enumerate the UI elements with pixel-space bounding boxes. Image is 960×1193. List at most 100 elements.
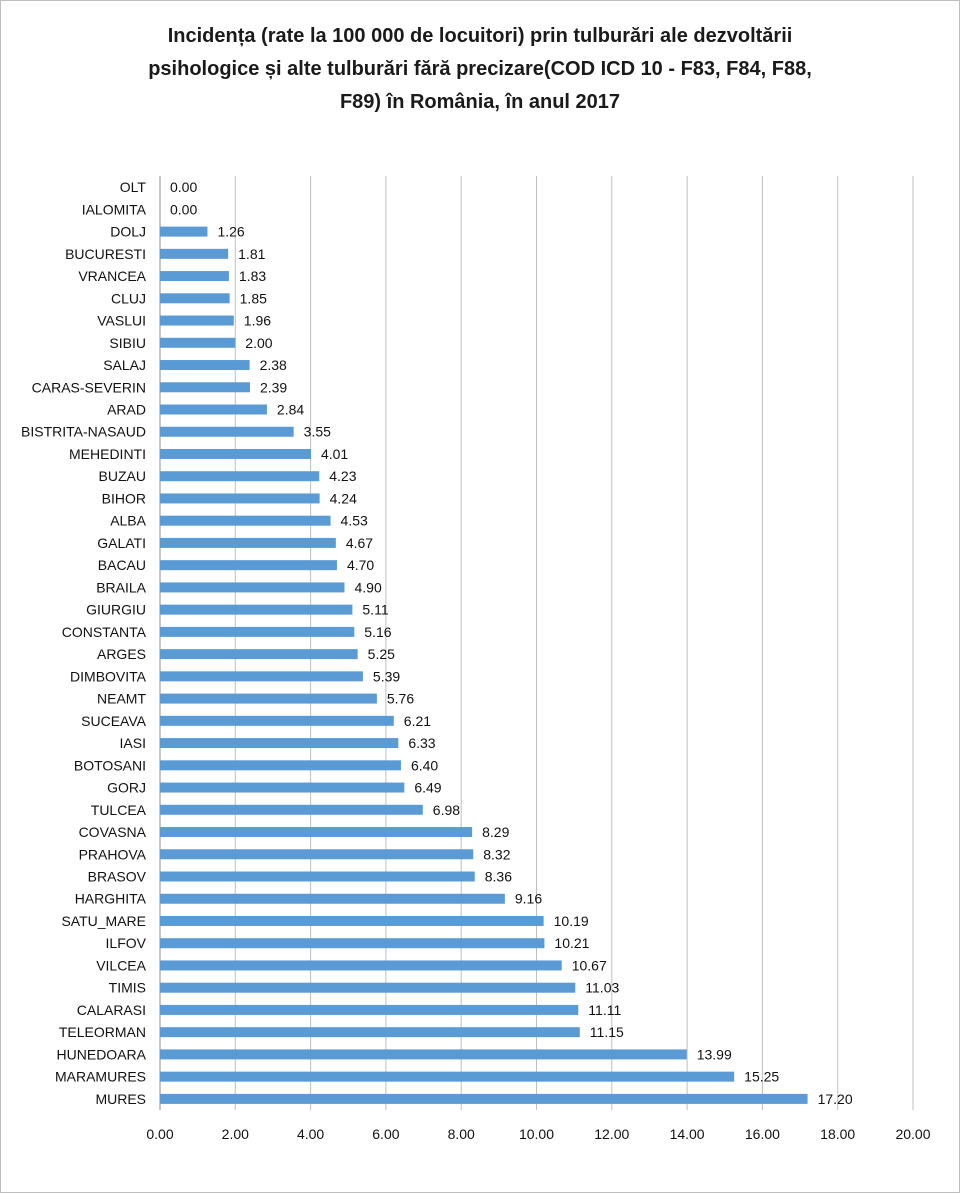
category-label: IASI bbox=[120, 735, 146, 751]
bar-arad bbox=[160, 404, 267, 415]
category-label: GIURGIU bbox=[86, 602, 146, 618]
bar-alba bbox=[160, 515, 331, 526]
category-label: BIHOR bbox=[102, 490, 146, 506]
value-label: 1.26 bbox=[217, 224, 244, 240]
category-label: TULCEA bbox=[91, 802, 147, 818]
x-tick-label: 0.00 bbox=[146, 1126, 173, 1142]
chart-title-line-3: F89) în România, în anul 2017 bbox=[339, 91, 621, 113]
bar-bihor bbox=[160, 493, 320, 504]
bar-iasi bbox=[160, 738, 399, 749]
x-tick-label: 20.00 bbox=[895, 1126, 930, 1142]
value-label: 15.25 bbox=[744, 1069, 779, 1085]
category-label: ILFOV bbox=[106, 935, 147, 951]
bar-sibiu bbox=[160, 337, 236, 348]
value-label: 13.99 bbox=[697, 1046, 732, 1062]
bar-bucuresti bbox=[160, 248, 229, 259]
category-label: SUCEAVA bbox=[81, 713, 146, 729]
value-label: 4.53 bbox=[341, 513, 368, 529]
value-label: 5.16 bbox=[364, 624, 391, 640]
x-tick-label: 6.00 bbox=[372, 1126, 399, 1142]
value-label: 2.38 bbox=[260, 357, 287, 373]
category-label: COVASNA bbox=[79, 824, 147, 840]
category-label: ARGES bbox=[97, 646, 146, 662]
category-label: MEHEDINTI bbox=[69, 446, 146, 462]
bar-buzau bbox=[160, 471, 320, 482]
bar-constanta bbox=[160, 626, 355, 637]
category-label: BUZAU bbox=[99, 468, 146, 484]
value-label: 3.55 bbox=[304, 424, 331, 440]
value-label: 9.16 bbox=[515, 891, 542, 907]
category-label: CLUJ bbox=[111, 290, 146, 306]
category-label: HUNEDOARA bbox=[57, 1046, 147, 1062]
category-label: HARGHITA bbox=[75, 891, 147, 907]
value-label: 1.83 bbox=[239, 268, 266, 284]
category-label: NEAMT bbox=[97, 691, 146, 707]
value-label: 1.81 bbox=[238, 246, 265, 262]
value-label: 4.70 bbox=[347, 557, 374, 573]
category-label: VRANCEA bbox=[78, 268, 146, 284]
bar-salaj bbox=[160, 360, 250, 371]
bar-neamt bbox=[160, 693, 377, 704]
category-label: DOLJ bbox=[110, 224, 146, 240]
category-label: BISTRITA-NASAUD bbox=[21, 424, 146, 440]
value-label: 17.20 bbox=[818, 1091, 853, 1107]
bar-dimbovita bbox=[160, 671, 363, 682]
category-label: BRAILA bbox=[96, 579, 146, 595]
value-label: 4.90 bbox=[354, 579, 381, 595]
value-label: 11.03 bbox=[585, 980, 619, 996]
x-tick-labels: 0.00 2.00 4.00 6.00 8.00 10.00 12.00 14.00 16.00… bbox=[146, 1126, 930, 1142]
value-label: 5.25 bbox=[368, 646, 395, 662]
bar-gorj bbox=[160, 782, 405, 793]
value-label: 1.96 bbox=[244, 313, 271, 329]
value-label: 0.00 bbox=[170, 201, 197, 217]
bar-bistrita-nasaud bbox=[160, 426, 294, 437]
bar-ilfov bbox=[160, 938, 545, 949]
category-label: TIMIS bbox=[109, 980, 146, 996]
category-label: SALAJ bbox=[103, 357, 146, 373]
category-label: DIMBOVITA bbox=[70, 668, 147, 684]
value-label: 6.33 bbox=[408, 735, 435, 751]
x-tick-label: 16.00 bbox=[745, 1126, 780, 1142]
category-label: OLT bbox=[120, 179, 147, 195]
value-label: 4.23 bbox=[329, 468, 356, 484]
value-label: 5.76 bbox=[387, 691, 414, 707]
value-label: 11.11 bbox=[588, 1002, 621, 1018]
value-label: 8.32 bbox=[483, 846, 510, 862]
category-label: BRASOV bbox=[88, 869, 147, 885]
bar-prahova bbox=[160, 849, 474, 860]
bar-vilcea bbox=[160, 960, 562, 971]
value-label: 8.29 bbox=[482, 824, 509, 840]
bar-dolj bbox=[160, 226, 208, 237]
x-tick-label: 14.00 bbox=[670, 1126, 705, 1142]
category-label: ARAD bbox=[107, 402, 146, 418]
bar-calarasi bbox=[160, 1004, 579, 1015]
value-label: 5.39 bbox=[373, 668, 400, 684]
category-label: GALATI bbox=[97, 535, 146, 551]
category-label: BUCURESTI bbox=[65, 246, 146, 262]
bar-maramures bbox=[160, 1071, 735, 1082]
category-label: ALBA bbox=[110, 513, 146, 529]
category-label: BACAU bbox=[98, 557, 146, 573]
value-label: 4.01 bbox=[321, 446, 348, 462]
gridlines bbox=[159, 176, 914, 1110]
value-label: 11.15 bbox=[590, 1024, 624, 1040]
bar-caras-severin bbox=[160, 382, 250, 393]
bar-botosani bbox=[160, 760, 401, 771]
value-label: 4.67 bbox=[346, 535, 373, 551]
category-label: BOTOSANI bbox=[74, 757, 146, 773]
x-tick-label: 2.00 bbox=[222, 1126, 249, 1142]
category-label: MARAMURES bbox=[55, 1069, 146, 1085]
chart-title-line-1: Incidența (rate la 100 000 de locuitori)… bbox=[167, 25, 793, 47]
value-label: 2.39 bbox=[260, 379, 287, 395]
bar-bacau bbox=[160, 560, 337, 571]
category-label: CONSTANTA bbox=[62, 624, 147, 640]
category-label: GORJ bbox=[107, 780, 146, 796]
category-label: VASLUI bbox=[97, 313, 146, 329]
chart-title: Incidența (rate la 100 000 de locuitori)… bbox=[80, 20, 880, 119]
bar-cluj bbox=[160, 293, 230, 304]
value-label: 10.19 bbox=[554, 913, 589, 929]
value-label: 2.84 bbox=[277, 402, 304, 418]
category-label: PRAHOVA bbox=[79, 846, 147, 862]
category-label: SIBIU bbox=[109, 335, 146, 351]
